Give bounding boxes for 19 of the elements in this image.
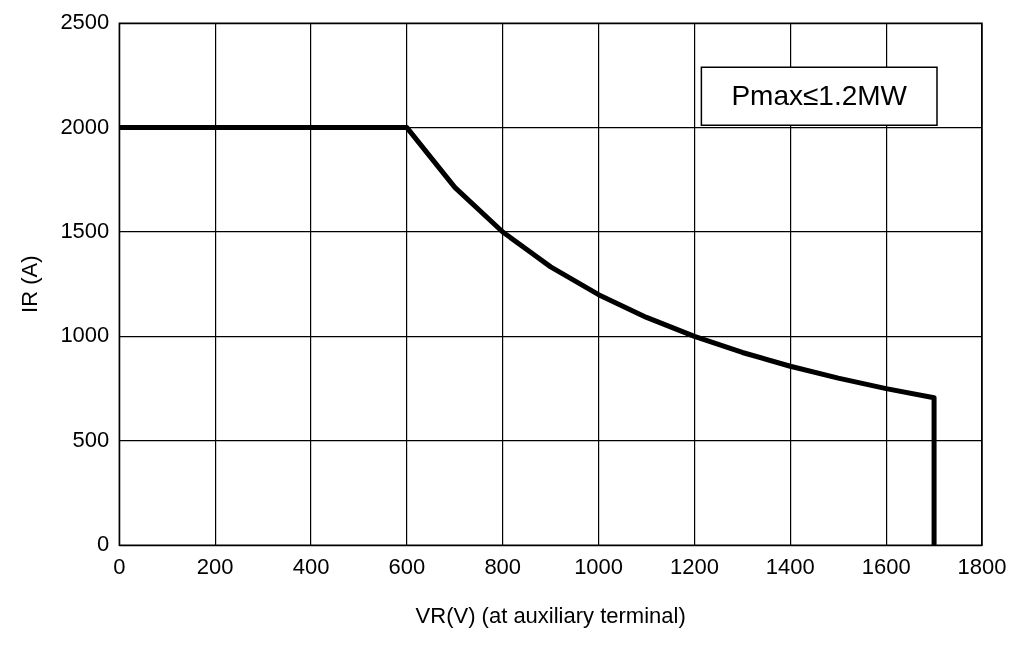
- x-tick-label: 0: [113, 554, 126, 580]
- x-tick-label: 800: [484, 554, 522, 580]
- y-axis-title: IR (A): [17, 255, 43, 313]
- y-tick-label: 500: [72, 426, 110, 452]
- y-tick-label: 1000: [60, 322, 110, 348]
- x-tick-label: 600: [388, 554, 426, 580]
- y-tick-label: 2000: [60, 113, 110, 139]
- x-tick-label: 1200: [669, 554, 719, 580]
- x-tick-label: 1000: [574, 554, 624, 580]
- x-tick-label: 1800: [957, 554, 1007, 580]
- x-axis-title: VR(V) (at auxiliary terminal): [415, 602, 686, 628]
- x-tick-label: 1400: [765, 554, 815, 580]
- x-tick-label: 400: [292, 554, 330, 580]
- y-tick-label: 0: [97, 531, 110, 557]
- x-tick-label: 200: [196, 554, 234, 580]
- y-tick-label: 1500: [60, 218, 110, 244]
- x-tick-label: 1600: [861, 554, 911, 580]
- y-tick-label: 2500: [60, 9, 110, 35]
- annotation: Pmax≤1.2MW: [731, 79, 908, 111]
